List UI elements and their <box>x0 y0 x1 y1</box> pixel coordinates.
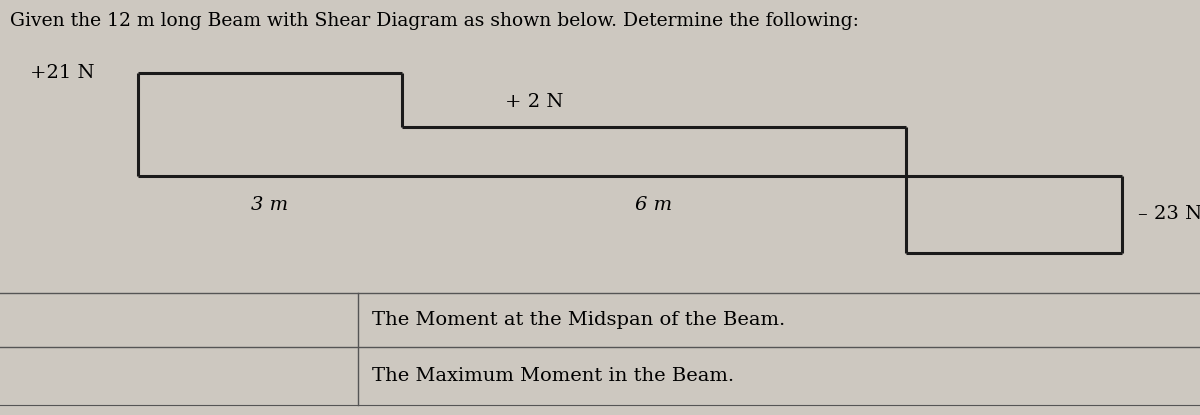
Text: +21 N: +21 N <box>30 63 95 82</box>
Text: Given the 12 m long Beam with Shear Diagram as shown below. Determine the follow: Given the 12 m long Beam with Shear Diag… <box>10 12 858 30</box>
Text: The Maximum Moment in the Beam.: The Maximum Moment in the Beam. <box>372 366 734 385</box>
Text: The Moment at the Midspan of the Beam.: The Moment at the Midspan of the Beam. <box>372 310 785 329</box>
Text: 6 m: 6 m <box>636 196 672 215</box>
Text: 3 m: 3 m <box>252 196 288 215</box>
Text: + 2 N: + 2 N <box>505 93 563 111</box>
Text: – 23 N: – 23 N <box>1138 205 1200 223</box>
